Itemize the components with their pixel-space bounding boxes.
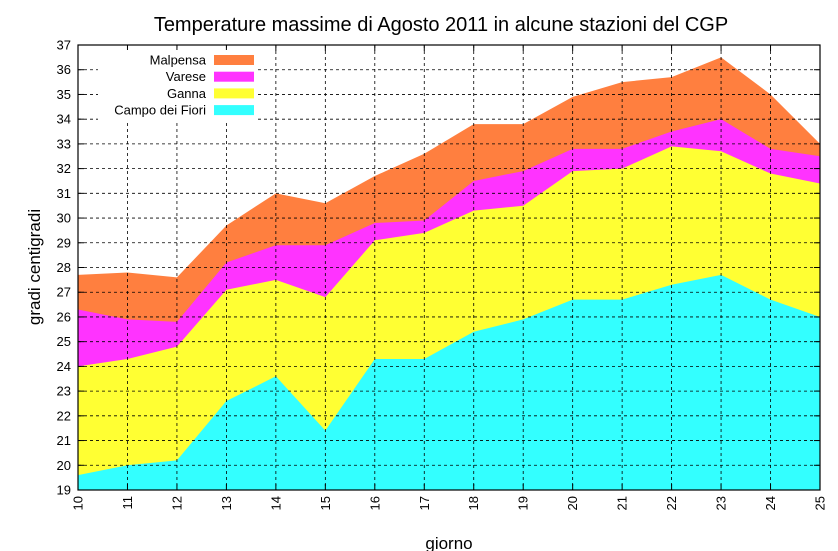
x-tick-label: 21 xyxy=(615,496,630,510)
y-tick-label: 22 xyxy=(57,408,71,423)
y-tick-label: 19 xyxy=(57,483,71,498)
x-axis-ticks: 10 11 12 13 14 15 16 17 18 19 20 21 22 23 24 25 xyxy=(71,45,828,510)
legend-swatch-malpensa xyxy=(214,55,254,65)
y-tick-label: 36 xyxy=(57,62,71,77)
y-tick-label: 23 xyxy=(57,384,71,399)
x-tick-label: 23 xyxy=(714,496,729,510)
y-tick-label: 24 xyxy=(57,359,71,374)
legend-swatch-ganna xyxy=(214,88,254,99)
y-tick-label: 20 xyxy=(57,458,71,473)
y-tick-label: 34 xyxy=(57,112,71,127)
x-tick-label: 18 xyxy=(466,496,481,510)
x-tick-label: 24 xyxy=(763,496,778,510)
y-tick-label: 27 xyxy=(57,285,71,300)
y-tick-label: 37 xyxy=(57,38,71,53)
legend-label-malpensa: Malpensa xyxy=(150,53,207,68)
x-tick-label: 19 xyxy=(516,496,531,510)
area-campo-dei-fiori xyxy=(78,274,820,490)
legend-label-varese: Varese xyxy=(166,69,206,84)
x-tick-label: 12 xyxy=(169,496,184,510)
y-tick-label: 21 xyxy=(57,433,71,448)
x-tick-label: 14 xyxy=(268,496,283,510)
y-tick-label: 33 xyxy=(57,136,71,151)
y-tick-label: 29 xyxy=(57,235,71,250)
y-tick-label: 31 xyxy=(57,186,71,201)
x-tick-label: 17 xyxy=(417,496,432,510)
y-axis-ticks: 19 20 21 22 23 24 25 26 27 28 29 30 31 32 33 34 35 36 37 xyxy=(57,38,820,498)
x-tick-label: 25 xyxy=(813,496,828,510)
y-tick-label: 25 xyxy=(57,334,71,349)
x-axis-label: giorno xyxy=(425,534,472,551)
legend-label-campo-dei-fiori: Campo dei Fiori xyxy=(114,103,206,118)
x-tick-label: 15 xyxy=(318,496,333,510)
y-axis-label: gradi centigradi xyxy=(25,209,44,325)
y-tick-label: 28 xyxy=(57,260,71,275)
y-tick-label: 32 xyxy=(57,161,71,176)
chart-title: Temperature massime di Agosto 2011 in al… xyxy=(154,14,728,36)
x-tick-label: 20 xyxy=(565,496,580,510)
x-tick-label: 11 xyxy=(120,496,135,510)
x-tick-label: 22 xyxy=(664,496,679,510)
y-tick-label: 26 xyxy=(57,309,71,324)
x-tick-label: 13 xyxy=(219,496,234,510)
x-tick-label: 10 xyxy=(71,496,86,510)
y-tick-label: 30 xyxy=(57,211,71,226)
legend-swatch-varese xyxy=(214,71,254,82)
x-tick-label: 16 xyxy=(367,496,382,510)
area-layers xyxy=(78,57,820,491)
legend-swatch-campo-dei-fiori xyxy=(214,105,254,116)
y-tick-label: 35 xyxy=(57,87,71,102)
legend-label-ganna: Ganna xyxy=(167,86,207,101)
